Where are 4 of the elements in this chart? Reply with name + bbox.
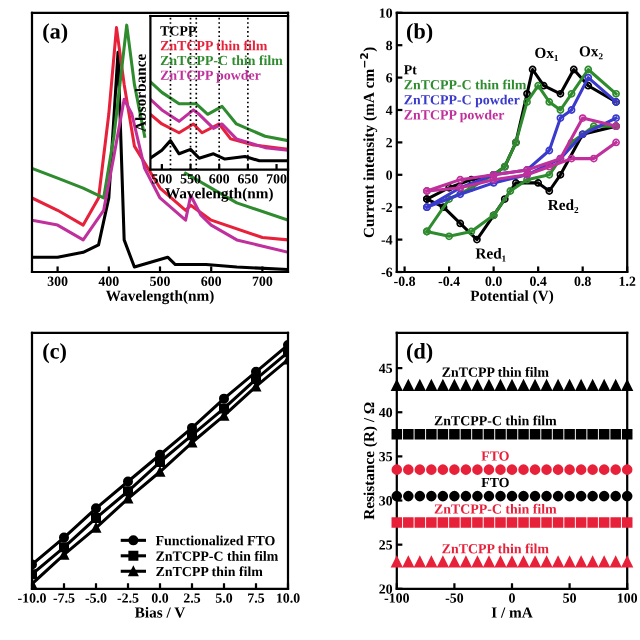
annotation: (b) <box>406 23 433 44</box>
annotation: (a) <box>43 23 68 44</box>
annotation: (c) <box>43 343 66 364</box>
annotation: (d) <box>406 343 433 364</box>
